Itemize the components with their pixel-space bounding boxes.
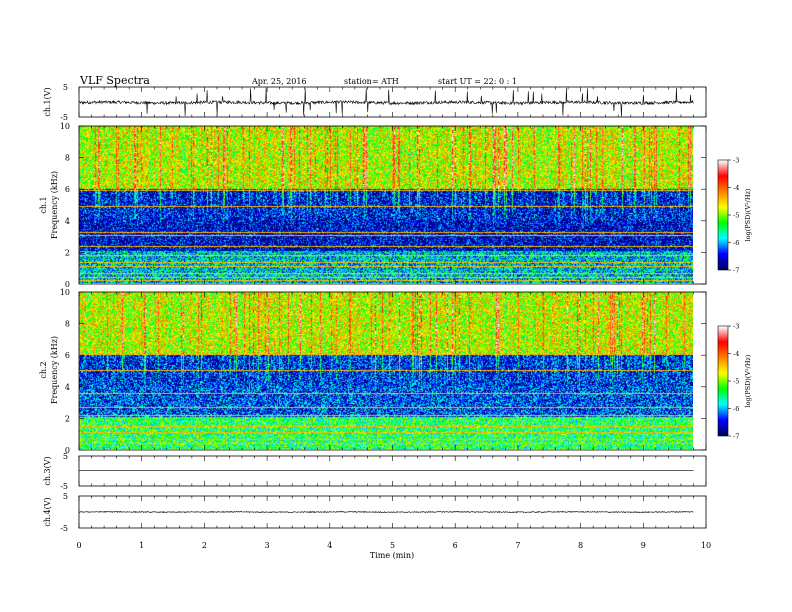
ch1-spec-ylabel-top: ch.1 <box>39 196 48 213</box>
ch1-waveform-panel: 5 -5 ch.1(V) <box>43 83 707 122</box>
x-tick-label: 4 <box>327 541 332 550</box>
ch1-ylabel: ch.1(V) <box>43 87 52 116</box>
colorbar-tick-label: -5 <box>733 378 739 386</box>
ch3-waveform-panel: 5 -5 ch.3(V) <box>43 452 707 491</box>
ch1-ytick-top: 5 <box>63 83 68 92</box>
ch4-waveform-panel: 5 -5 ch.4(V) <box>43 492 707 533</box>
ch1-spectrogram-image <box>79 126 693 283</box>
x-tick-label: 3 <box>265 541 270 550</box>
ch1-waveform-trace <box>78 87 694 117</box>
freq-tick-label: 4 <box>65 383 70 392</box>
colorbar-tick-label: -3 <box>733 323 739 331</box>
x-tick-label: 10 <box>701 541 711 550</box>
ch2-spec-ylabel-top: ch.2 <box>39 361 48 378</box>
freq-tick-label: 10 <box>60 288 70 297</box>
colorbar-tick-label: -3 <box>733 157 739 165</box>
colorbar-tick-label: -4 <box>733 350 739 358</box>
x-tick-label: 2 <box>202 541 207 550</box>
colorbar-tick-label: -7 <box>733 433 739 441</box>
ch1-spec-ylabel-bottom: Frequency (kHz) <box>50 171 59 239</box>
ch1-frequency-ticks: 10 8 6 4 2 0 <box>60 122 706 289</box>
freq-tick-label: 6 <box>65 185 70 194</box>
ch2-spectrogram-image <box>79 292 693 449</box>
freq-tick-label: 8 <box>65 154 70 163</box>
ch1-ytick-bottom: -5 <box>60 113 68 122</box>
x-tick-label: 0 <box>76 541 81 550</box>
colorbar-tick-label: -7 <box>733 267 739 275</box>
colorbar-tick-label: -4 <box>733 184 739 192</box>
freq-tick-label: 6 <box>65 351 70 360</box>
freq-tick-label: 8 <box>65 320 70 329</box>
ch4-waveform-trace <box>78 510 694 514</box>
ch2-colorbar <box>718 326 728 436</box>
ch2-colorbar-ticks: -3 -4 -5 -6 -7 <box>728 323 739 441</box>
ch4-ytick-top: 5 <box>63 492 68 501</box>
ch3-ytick-bottom: -5 <box>60 482 68 491</box>
freq-tick-label: 2 <box>65 248 70 257</box>
figure-title: VLF Spectra <box>79 74 150 87</box>
ch3-ytick-top: 5 <box>63 452 68 461</box>
freq-tick-label: 10 <box>60 122 70 131</box>
ch2-colorbar-label: log(PSD)(V²/Hz) <box>744 354 752 407</box>
ch3-ylabel: ch.3(V) <box>43 456 52 485</box>
colorbar-tick-label: -6 <box>733 405 739 413</box>
time-tick-labels: 0 1 2 3 4 5 6 7 8 9 10 <box>76 541 711 550</box>
date-label: Apr. 25, 2016 <box>251 77 307 86</box>
freq-tick-label: 2 <box>65 414 70 423</box>
ch1-colorbar-label: log(PSD)(V²/Hz) <box>744 188 752 241</box>
freq-tick-label: 4 <box>65 217 70 226</box>
colorbar-tick-label: -5 <box>733 212 739 220</box>
start-time-label: start UT = 22: 0 : 1 <box>438 77 517 86</box>
x-tick-label: 6 <box>453 541 458 550</box>
station-label: station= ATH <box>344 77 399 86</box>
freq-tick-label: 0 <box>65 280 70 289</box>
ch1-colorbar <box>718 160 728 270</box>
x-tick-label: 5 <box>390 541 395 550</box>
colorbar-tick-label: -6 <box>733 239 739 247</box>
time-ticks <box>78 87 707 528</box>
ch1-colorbar-ticks: -3 -4 -5 -6 -7 <box>728 157 739 275</box>
x-tick-label: 9 <box>641 541 646 550</box>
freq-tick-label: 0 <box>65 446 70 455</box>
x-tick-label: 8 <box>578 541 583 550</box>
ch2-frequency-ticks: 10 8 6 4 2 0 <box>60 288 706 455</box>
ch4-ytick-bottom: -5 <box>60 524 68 533</box>
x-axis-label: Time (min) <box>370 551 414 560</box>
ch2-spec-ylabel-bottom: Frequency (kHz) <box>50 336 59 404</box>
ch4-ylabel: ch.4(V) <box>43 497 52 526</box>
x-tick-label: 1 <box>139 541 144 550</box>
x-tick-label: 7 <box>515 541 520 550</box>
